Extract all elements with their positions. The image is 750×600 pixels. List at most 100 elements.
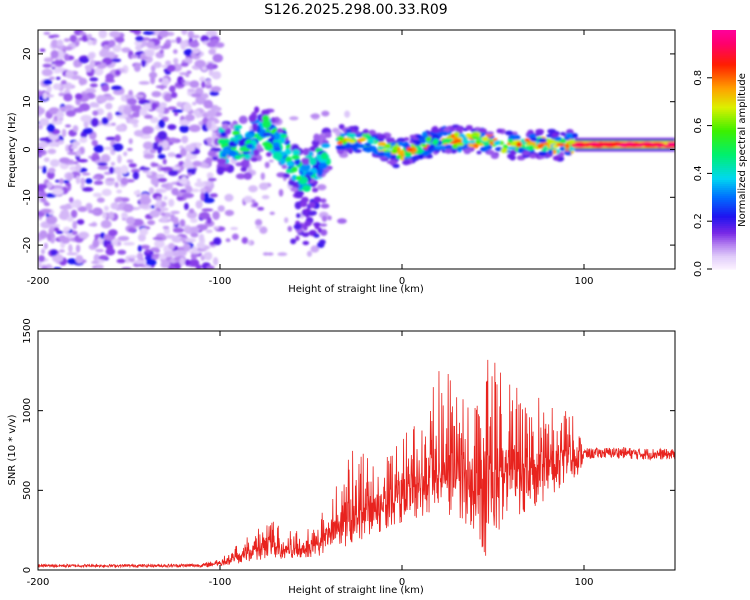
spectrogram-cell xyxy=(115,124,126,132)
colorbar-band xyxy=(712,175,736,178)
spectrogram-cell xyxy=(89,101,98,108)
spectrogram-cell xyxy=(335,144,345,150)
spectrogram-cell xyxy=(634,144,644,148)
spectrogram-cell xyxy=(358,137,367,142)
spectrogram-cell xyxy=(149,209,161,218)
colorbar-label: Normalized spectral amplitude xyxy=(737,73,748,227)
spectrogram-cell xyxy=(312,222,321,227)
colorbar-band xyxy=(712,107,736,111)
spectrogram-cell xyxy=(205,229,213,234)
colorbar-band xyxy=(712,191,736,194)
spectrogram-cell xyxy=(79,137,88,143)
spectrogram-cell xyxy=(133,63,141,72)
colorbar-band xyxy=(712,139,736,143)
spectrogram-cell xyxy=(284,217,289,224)
spectrogram-cell xyxy=(65,110,76,117)
spectrogram-cell xyxy=(406,146,413,153)
spectrogram-cell xyxy=(272,151,283,160)
spectrogram-cell xyxy=(99,49,110,58)
spectrogram-cell xyxy=(155,107,164,113)
spectrogram-cell xyxy=(75,175,81,185)
spectrogram-cell xyxy=(79,57,89,64)
spectrogram-cell xyxy=(157,154,166,159)
spectrogram-cell xyxy=(234,155,243,160)
spectrogram-cell xyxy=(220,131,227,138)
colorbar-band xyxy=(712,59,736,63)
spectrogram-cell xyxy=(150,247,160,252)
spectrogram-cell xyxy=(411,155,419,160)
colorbar-band xyxy=(712,237,736,240)
spectrogram-cell xyxy=(91,39,97,46)
spectrogram-cell xyxy=(302,232,310,238)
spectrogram-cell xyxy=(142,30,155,36)
spectrogram-cell xyxy=(182,103,192,113)
spectrogram-cell xyxy=(97,165,109,170)
spectrogram-cell xyxy=(72,125,79,133)
spectrogram-cell xyxy=(248,114,257,123)
spectrogram-cell xyxy=(143,153,155,159)
spectrogram-cell xyxy=(125,216,136,225)
spectrogram-cell xyxy=(81,34,88,42)
y-tick-label: 0 xyxy=(22,146,33,152)
spectrogram-cell xyxy=(132,218,144,227)
spectrogram-cell xyxy=(162,225,170,230)
spectrogram-cell xyxy=(517,147,525,154)
spectrogram-cell xyxy=(116,173,122,182)
spectrogram-cell xyxy=(181,135,189,144)
spectrogram-cell xyxy=(199,76,206,83)
spectrogram-cell xyxy=(59,157,71,164)
spectrogram-cell xyxy=(103,205,109,211)
spectrogram-cell xyxy=(206,172,214,179)
spectrogram-cell xyxy=(92,192,103,198)
spectrogram-cell xyxy=(129,30,139,33)
colorbar-band xyxy=(712,263,736,266)
spectrogram-cell xyxy=(42,63,52,68)
spectrogram-cell xyxy=(327,215,332,221)
spectrogram-cell xyxy=(112,44,122,53)
spectrogram-cell xyxy=(187,88,196,93)
spectrogram-cell xyxy=(180,62,189,67)
spectrogram-cell xyxy=(98,255,109,261)
spectrogram-cell xyxy=(490,153,499,159)
spectrogram-cell xyxy=(337,140,343,145)
spectrogram-cell xyxy=(255,225,263,229)
spectrogram-cell xyxy=(174,83,186,87)
spectrogram-cell xyxy=(295,176,302,181)
spectrogram-cell xyxy=(260,172,266,180)
spectrogram-cell xyxy=(123,241,135,246)
spectrogram-cell xyxy=(554,136,563,141)
spectrogram-cell xyxy=(141,125,154,135)
spectrogram-cell xyxy=(176,101,183,108)
spectrogram-cell xyxy=(53,60,66,65)
spectrogram-cell xyxy=(87,52,95,60)
colorbar-band xyxy=(712,251,736,254)
spectrogram-cell xyxy=(293,223,302,230)
spectrogram-cell xyxy=(552,155,560,161)
spectrogram-cell xyxy=(476,150,482,155)
spectrogram-cell xyxy=(667,141,675,146)
spectrogram-cell xyxy=(92,176,101,180)
spectrogram-cell xyxy=(207,150,217,157)
spectrogram-cell xyxy=(43,31,51,36)
spectrogram-cell xyxy=(172,227,185,233)
spectrogram-cell xyxy=(133,129,145,137)
spectrogram-cell xyxy=(309,157,317,166)
spectrogram-cell xyxy=(76,219,85,225)
spectrogram-cell xyxy=(63,179,70,184)
spectrogram-cell xyxy=(97,162,108,166)
spectrogram-cell xyxy=(40,197,47,203)
spectrogram-cell xyxy=(149,148,157,154)
spectrogram-cell xyxy=(291,174,298,181)
spectrogram-cell xyxy=(77,159,89,163)
colorbar-band xyxy=(712,43,736,47)
spectrogram-cell xyxy=(180,147,187,157)
spectrogram-cell xyxy=(179,219,186,227)
spectrogram-cell xyxy=(151,102,158,111)
spectrogram-cell xyxy=(63,38,71,42)
spectrogram-cell xyxy=(546,138,556,144)
spectrogram-cell xyxy=(185,153,198,160)
spectrogram-cell xyxy=(39,230,48,239)
colorbar-band xyxy=(712,157,736,161)
spectrogram-cell xyxy=(196,178,202,183)
spectrogram-cell xyxy=(116,115,128,119)
